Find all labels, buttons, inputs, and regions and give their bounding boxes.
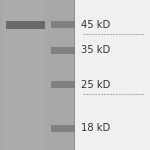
Bar	[51, 81, 75, 88]
Bar	[3, 0, 45, 150]
Bar	[75, 0, 150, 150]
Text: 25 kD: 25 kD	[81, 80, 110, 90]
Bar	[51, 47, 75, 54]
Text: 35 kD: 35 kD	[81, 45, 110, 55]
Text: 45 kD: 45 kD	[81, 20, 110, 30]
Bar	[51, 125, 75, 132]
Text: 18 kD: 18 kD	[81, 123, 110, 133]
Bar	[6, 21, 45, 29]
Bar	[74, 0, 75, 150]
Bar	[0, 0, 75, 150]
Bar	[51, 21, 75, 28]
